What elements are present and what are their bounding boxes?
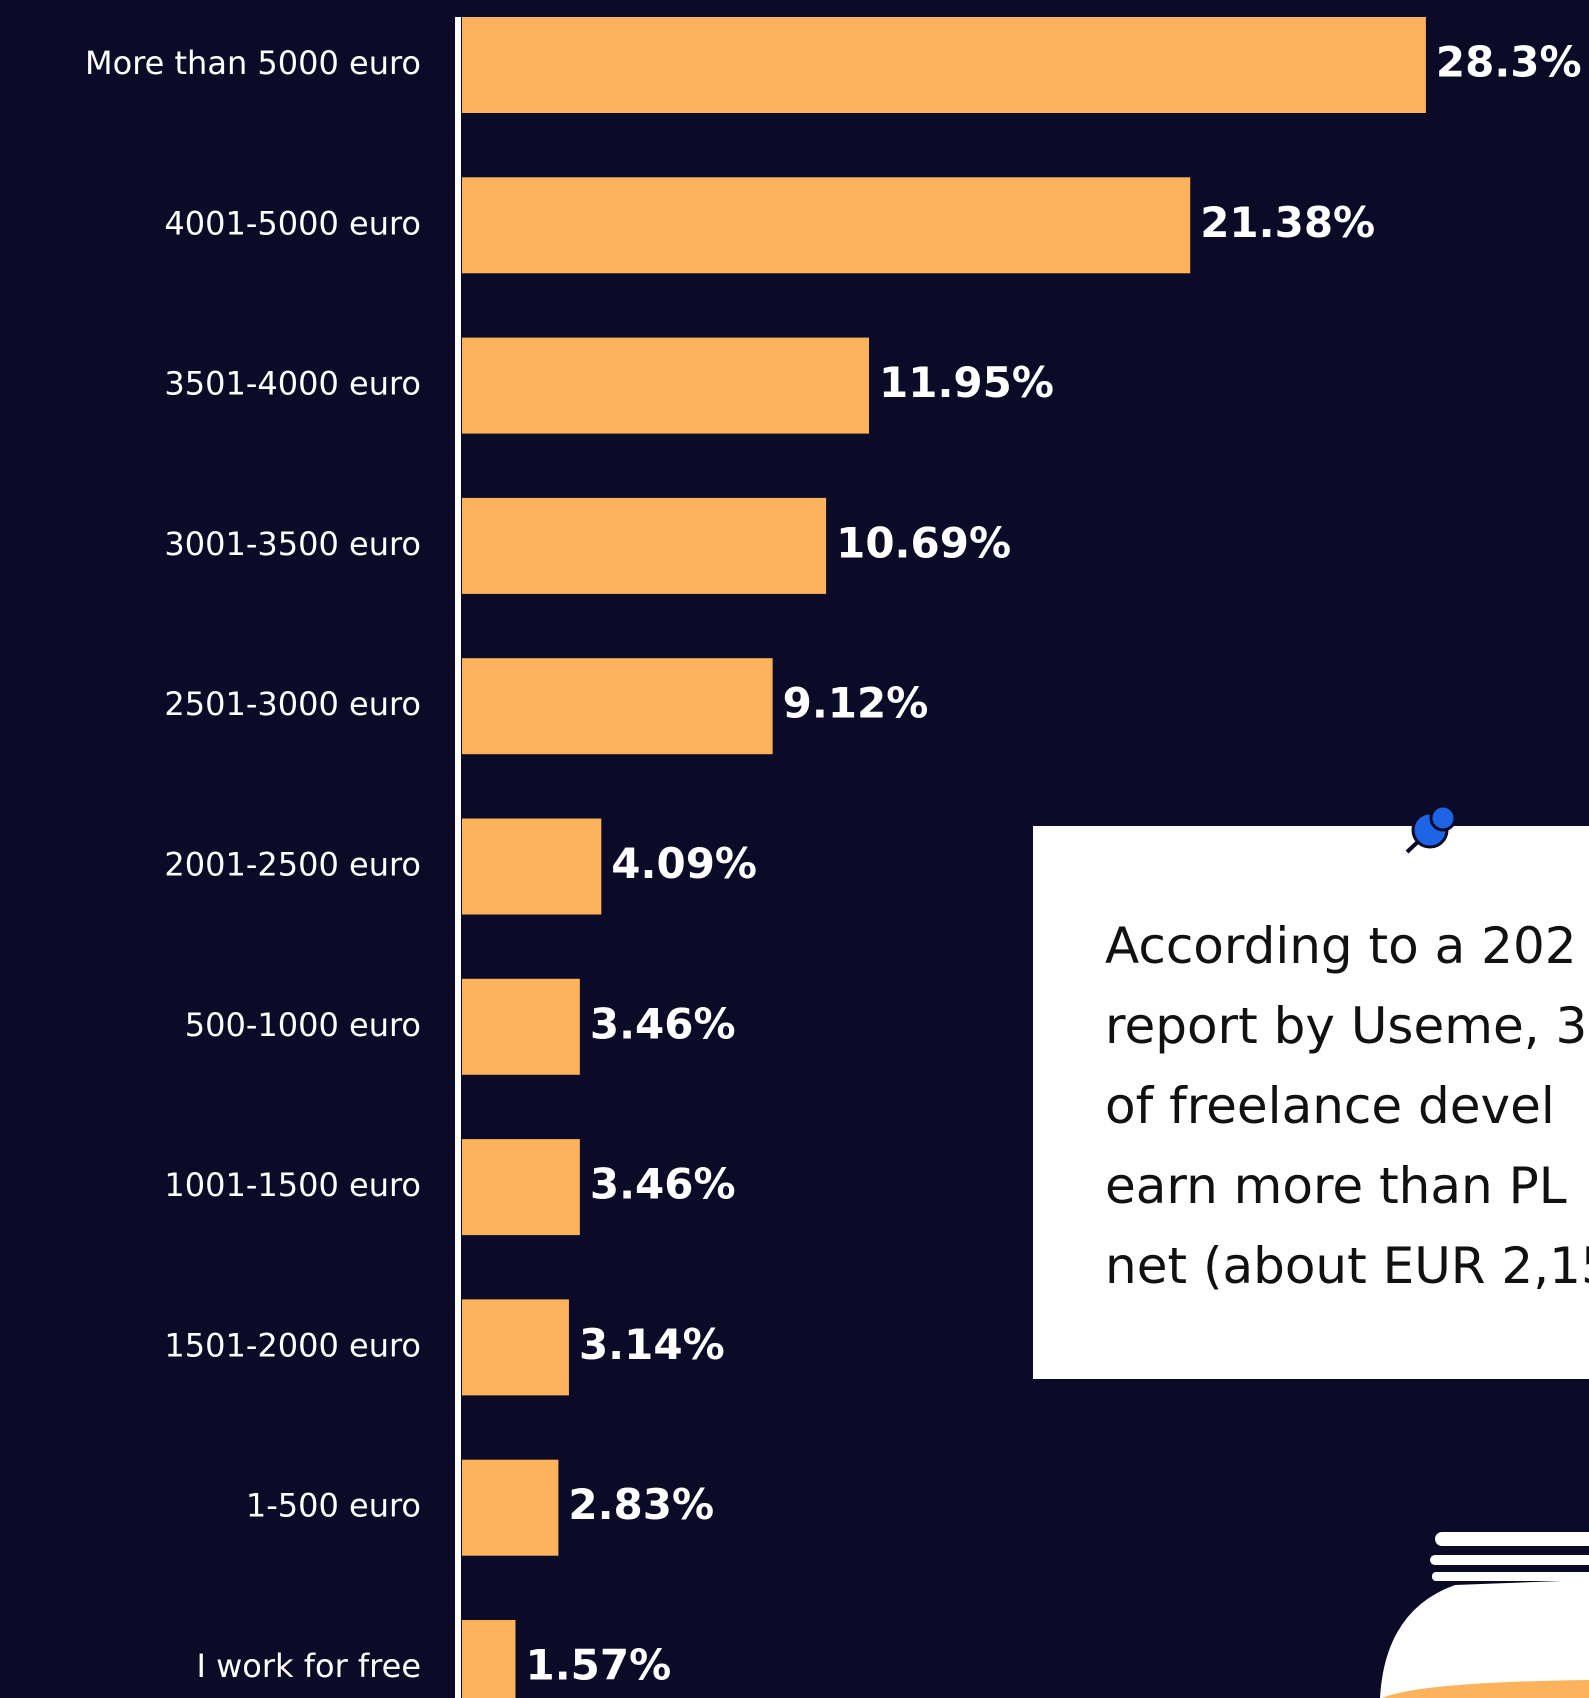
jar-lid — [1432, 1572, 1589, 1581]
bar — [462, 658, 773, 755]
pin-head — [1429, 804, 1457, 832]
jar-illustration — [1380, 1532, 1589, 1698]
bar — [462, 1299, 569, 1396]
value-label: 1.57% — [525, 1641, 671, 1690]
pin-icon — [1405, 804, 1457, 854]
value-label: 10.69% — [836, 518, 1011, 567]
annotation-line: of freelance devel — [1105, 1077, 1555, 1135]
category-label: 2001-2500 euro — [164, 846, 421, 884]
jar-lid — [1435, 1532, 1589, 1546]
jar-honey — [1382, 1680, 1589, 1698]
bar — [462, 337, 870, 434]
jar-body — [1380, 1580, 1589, 1698]
annotation-line: report by Useme, 3 — [1105, 997, 1587, 1055]
bar — [462, 497, 827, 594]
value-label: 2.83% — [568, 1480, 714, 1529]
value-label: 3.46% — [590, 1160, 736, 1209]
bar — [462, 177, 1191, 274]
bar — [462, 17, 1426, 113]
annotation-line: According to a 202 — [1105, 917, 1577, 975]
category-label: 1501-2000 euro — [164, 1326, 421, 1364]
value-label: 3.14% — [579, 1320, 725, 1369]
annotation-card — [1033, 826, 1589, 1379]
value-label: 4.09% — [611, 839, 757, 888]
bar — [462, 1459, 559, 1556]
annotation-box: According to a 202 report by Useme, 3 of f… — [1033, 804, 1589, 1379]
jar-lid — [1430, 1555, 1589, 1565]
category-label: More than 5000 euro — [85, 44, 421, 82]
category-label: 500-1000 euro — [185, 1006, 421, 1044]
bar — [462, 1620, 516, 1698]
category-label: 3001-3500 euro — [164, 525, 421, 563]
category-label: 3501-4000 euro — [164, 365, 421, 403]
value-label: 28.3% — [1436, 38, 1582, 87]
category-label: 1001-1500 euro — [164, 1166, 421, 1204]
bar — [462, 818, 602, 915]
category-label: I work for free — [197, 1647, 421, 1685]
value-label: 3.46% — [590, 999, 736, 1048]
axis-line — [455, 17, 461, 1698]
category-label: 2501-3000 euro — [164, 685, 421, 723]
value-label: 21.38% — [1200, 198, 1375, 247]
category-label: 4001-5000 euro — [164, 204, 421, 242]
value-label: 9.12% — [783, 679, 929, 728]
annotation-line: earn more than PL — [1105, 1157, 1567, 1215]
bar — [462, 978, 580, 1075]
annotation-line: net (about EUR 2,15 — [1105, 1237, 1589, 1295]
value-label: 11.95% — [879, 358, 1054, 407]
bar — [462, 1139, 580, 1236]
category-label: 1-500 euro — [246, 1487, 421, 1525]
